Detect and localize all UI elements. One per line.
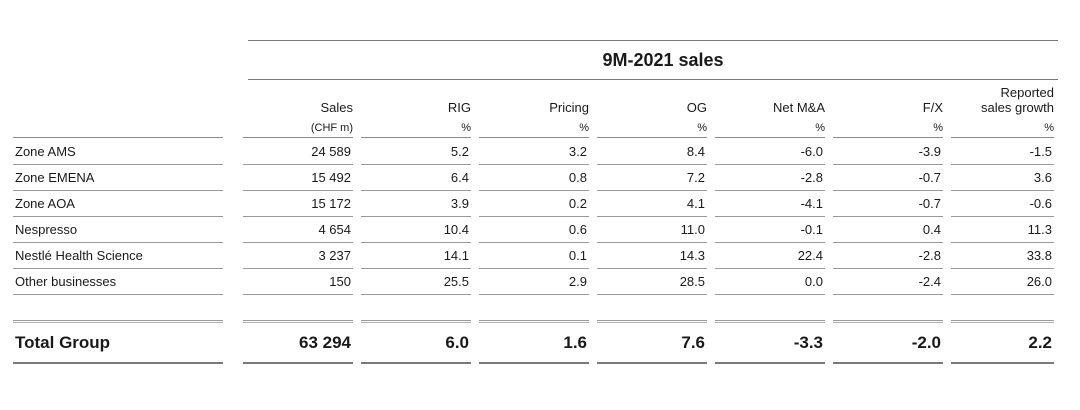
header-blank bbox=[13, 78, 223, 118]
cell-net-ma: -4.1 bbox=[715, 191, 825, 217]
row-label: Other businesses bbox=[13, 269, 223, 295]
cell-pricing: 0.6 bbox=[479, 217, 589, 243]
unit-fx: % bbox=[833, 118, 943, 138]
cell-net-ma: 22.4 bbox=[715, 243, 825, 269]
unit-reported-growth: % bbox=[951, 118, 1054, 138]
cell-og: 8.4 bbox=[597, 139, 707, 165]
table-title: 9M-2021 sales bbox=[602, 49, 724, 70]
cell-fx: -2.4 bbox=[833, 269, 943, 295]
cell-net-ma: 0.0 bbox=[715, 269, 825, 295]
total-row: Total Group 63 294 6.0 1.6 7.6 -3.3 -2.0… bbox=[13, 322, 1058, 364]
cell-pricing: 2.9 bbox=[479, 269, 589, 295]
cell-pricing: 0.8 bbox=[479, 165, 589, 191]
unit-pricing: % bbox=[479, 118, 589, 138]
table-row: Zone AOA 15 172 3.9 0.2 4.1 -4.1 -0.7 -0… bbox=[13, 191, 1058, 217]
total-reported-growth: 2.2 bbox=[951, 322, 1054, 364]
column-header-rig: RIG bbox=[447, 100, 471, 115]
table-row: Other businesses 150 25.5 2.9 28.5 0.0 -… bbox=[13, 269, 1058, 295]
cell-rig: 3.9 bbox=[361, 191, 471, 217]
total-fx: -2.0 bbox=[833, 322, 943, 364]
row-label: Zone EMENA bbox=[13, 165, 223, 191]
column-header-reported-line2: sales growth bbox=[981, 100, 1054, 115]
unit-rig: % bbox=[361, 118, 471, 138]
cell-reported-growth: -0.6 bbox=[951, 191, 1054, 217]
cell-fx: -0.7 bbox=[833, 165, 943, 191]
cell-reported-growth: 33.8 bbox=[951, 243, 1054, 269]
cell-fx: -0.7 bbox=[833, 191, 943, 217]
unit-sales: (CHF m) bbox=[243, 118, 353, 138]
column-header-sales: Sales bbox=[320, 100, 353, 115]
column-header-row: Sales RIG Pricing OG Net M&A F/X Reporte… bbox=[13, 78, 1058, 118]
column-header-reported-line1: Reported bbox=[1000, 85, 1054, 100]
cell-net-ma: -0.1 bbox=[715, 217, 825, 243]
unit-header-row: (CHF m) % % % % % % bbox=[13, 118, 1058, 138]
total-og: 7.6 bbox=[597, 322, 707, 364]
header-blank-unit bbox=[13, 118, 223, 138]
cell-pricing: 0.2 bbox=[479, 191, 589, 217]
cell-fx: -3.9 bbox=[833, 139, 943, 165]
cell-net-ma: -6.0 bbox=[715, 139, 825, 165]
cell-og: 14.3 bbox=[597, 243, 707, 269]
column-header-pricing: Pricing bbox=[549, 100, 589, 115]
total-net-ma: -3.3 bbox=[715, 322, 825, 364]
cell-reported-growth: 11.3 bbox=[951, 217, 1054, 243]
cell-rig: 5.2 bbox=[361, 139, 471, 165]
table-row: Zone AMS 24 589 5.2 3.2 8.4 -6.0 -3.9 -1… bbox=[13, 139, 1058, 165]
table-row: Nespresso 4 654 10.4 0.6 11.0 -0.1 0.4 1… bbox=[13, 217, 1058, 243]
column-header-reported-growth: Reported sales growth bbox=[951, 78, 1054, 118]
total-rig: 6.0 bbox=[361, 322, 471, 364]
cell-sales: 15 492 bbox=[243, 165, 353, 191]
row-label: Nespresso bbox=[13, 217, 223, 243]
cell-sales: 4 654 bbox=[243, 217, 353, 243]
row-label: Nestlé Health Science bbox=[13, 243, 223, 269]
row-label: Zone AOA bbox=[13, 191, 223, 217]
unit-net-ma: % bbox=[715, 118, 825, 138]
total-sales: 63 294 bbox=[243, 322, 353, 364]
cell-reported-growth: 26.0 bbox=[951, 269, 1054, 295]
table-title-band: 9M-2021 sales bbox=[248, 40, 1058, 80]
cell-rig: 25.5 bbox=[361, 269, 471, 295]
row-label: Zone AMS bbox=[13, 139, 223, 165]
cell-fx: -2.8 bbox=[833, 243, 943, 269]
cell-sales: 15 172 bbox=[243, 191, 353, 217]
table-row: Zone EMENA 15 492 6.4 0.8 7.2 -2.8 -0.7 … bbox=[13, 165, 1058, 191]
cell-og: 7.2 bbox=[597, 165, 707, 191]
cell-reported-growth: -1.5 bbox=[951, 139, 1054, 165]
cell-pricing: 0.1 bbox=[479, 243, 589, 269]
cell-og: 4.1 bbox=[597, 191, 707, 217]
table-row: Nestlé Health Science 3 237 14.1 0.1 14.… bbox=[13, 243, 1058, 269]
spacer-row bbox=[13, 295, 1058, 321]
cell-sales: 3 237 bbox=[243, 243, 353, 269]
column-header-fx: F/X bbox=[922, 100, 943, 115]
cell-rig: 6.4 bbox=[361, 165, 471, 191]
total-label: Total Group bbox=[13, 322, 223, 364]
cell-sales: 24 589 bbox=[243, 139, 353, 165]
cell-net-ma: -2.8 bbox=[715, 165, 825, 191]
unit-og: % bbox=[597, 118, 707, 138]
total-pricing: 1.6 bbox=[479, 322, 589, 364]
cell-sales: 150 bbox=[243, 269, 353, 295]
cell-rig: 14.1 bbox=[361, 243, 471, 269]
cell-rig: 10.4 bbox=[361, 217, 471, 243]
cell-fx: 0.4 bbox=[833, 217, 943, 243]
column-header-net-ma: Net M&A bbox=[772, 100, 825, 115]
cell-pricing: 3.2 bbox=[479, 139, 589, 165]
column-header-og: OG bbox=[686, 100, 707, 115]
cell-og: 11.0 bbox=[597, 217, 707, 243]
cell-og: 28.5 bbox=[597, 269, 707, 295]
cell-reported-growth: 3.6 bbox=[951, 165, 1054, 191]
